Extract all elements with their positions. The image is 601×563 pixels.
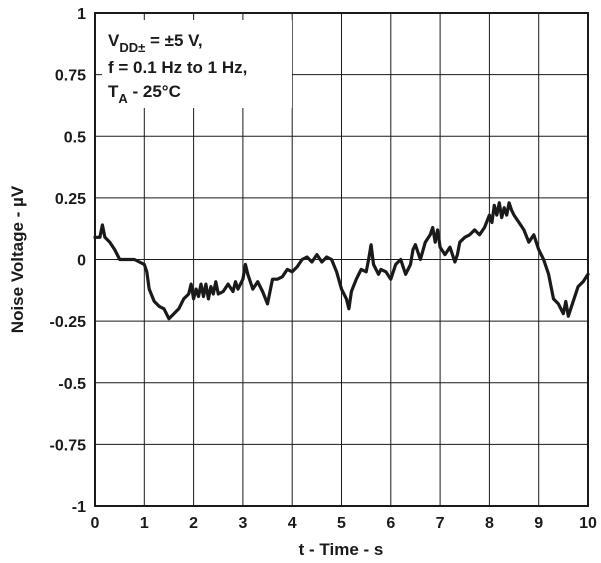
x-tick-label: 9 [534,515,543,532]
y-tick-label: -0.75 [50,437,87,454]
x-tick-labels: 0 1 2 3 4 5 6 7 8 9 10 [91,515,597,532]
x-axis-label: t - Time - s [299,540,384,559]
x-tick-label: 6 [386,515,395,532]
x-tick-label: 8 [485,515,494,532]
series-layer [93,201,590,321]
y-tick-label: -1 [72,499,86,516]
x-tick-label: 2 [189,515,198,532]
conditions-box [102,20,292,108]
y-axis-label: Noise Voltage - µV [8,185,27,333]
y-tick-label: -0.25 [50,314,87,331]
plot-frame [94,12,589,507]
condition-temperature: TA - 25°C [108,82,181,106]
y-tick-label: -0.5 [58,376,86,393]
y-tick-label: 0.75 [55,68,86,85]
y-tick-labels: 1 0.75 0.5 0.25 0 -0.25 -0.5 -0.75 -1 [50,6,87,516]
y-tick-label: 0.25 [55,191,86,208]
x-tick-label: 7 [436,515,445,532]
y-tick-label: 1 [77,6,86,23]
condition-frequency: f = 0.1 Hz to 1 Hz, [108,58,247,77]
condition-vdd: VDD± = ±5 V, [108,31,203,55]
y-tick-label: 0 [77,253,86,270]
y-tick-label: 0.5 [64,129,86,146]
x-tick-label: 3 [238,515,247,532]
x-tick-label: 10 [579,515,597,532]
x-tick-label: 5 [337,515,346,532]
x-tick-label: 1 [140,515,149,532]
x-tick-label: 4 [288,515,297,532]
noise-voltage-line [93,201,590,321]
x-tick-label: 0 [91,515,100,532]
